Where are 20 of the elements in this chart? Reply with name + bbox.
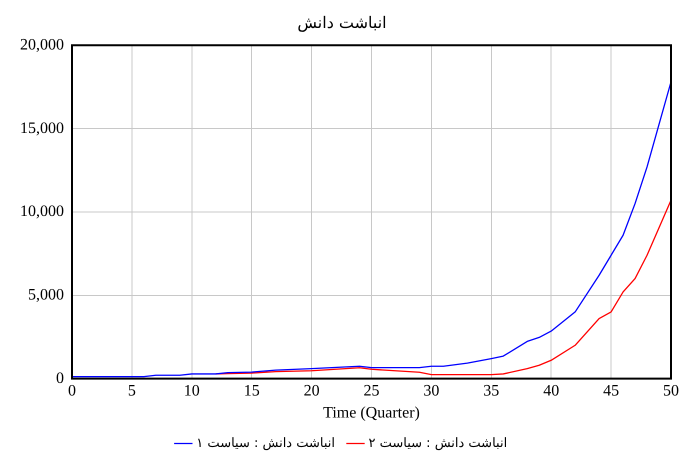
y-tick-label: 10,000 — [20, 203, 64, 220]
y-tick-label: 5,000 — [28, 286, 64, 304]
y-tick-label: 15,000 — [20, 120, 64, 137]
x-axis-title: Time (Quarter) — [323, 404, 420, 422]
legend-label: انباشت دانش : سیاست ۲ — [368, 436, 508, 451]
chart-title: انباشت دانش — [297, 12, 387, 32]
legend-label: انباشت دانش : سیاست ۱ — [196, 436, 336, 451]
x-tick-label: 0 — [68, 382, 76, 400]
x-tick-label: 40 — [543, 382, 560, 400]
x-tick-label: 10 — [184, 382, 200, 400]
x-tick-label: 50 — [663, 382, 679, 400]
x-tick-label: 20 — [304, 382, 320, 400]
x-tick-label: 45 — [603, 382, 620, 400]
x-tick-label: 25 — [364, 382, 380, 400]
x-tick-label: 30 — [423, 382, 440, 400]
y-tick-label: 0 — [56, 370, 64, 387]
x-tick-label: 35 — [483, 382, 500, 400]
y-tick-label: 20,000 — [20, 36, 64, 54]
x-tick-label: 15 — [244, 382, 260, 400]
x-tick-label: 5 — [128, 382, 136, 400]
